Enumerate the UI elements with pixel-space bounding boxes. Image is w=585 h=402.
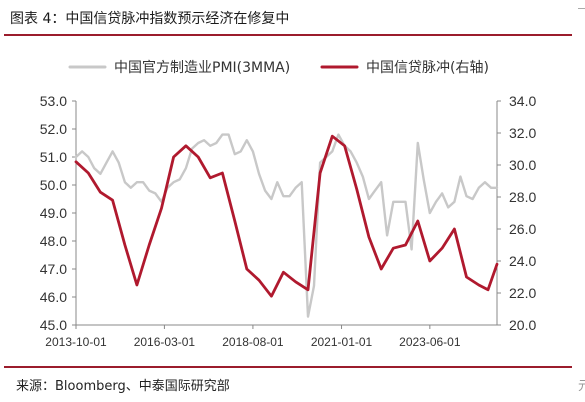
x-tick-label: 2016-03-01 xyxy=(134,335,196,349)
y-left-tick-label: 48.0 xyxy=(40,233,67,249)
y-left-tick-label: 46.0 xyxy=(40,289,67,305)
legend-label-pmi: 中国官方制造业PMI(3MMA) xyxy=(114,60,290,76)
y-right-tick-label: 28.0 xyxy=(509,189,536,205)
source-note: 来源：Bloomberg、中泰国际研究部 xyxy=(16,379,230,394)
chart-series xyxy=(74,133,499,318)
series-line-credit-impulse xyxy=(74,134,499,298)
y-right-tick-label: 26.0 xyxy=(509,221,536,237)
y-right-tick-label: 32.0 xyxy=(509,125,536,141)
y-right-tick-label: 30.0 xyxy=(509,157,536,173)
y-left-tick-label: 49.0 xyxy=(40,205,67,221)
y-right-tick-label: 24.0 xyxy=(509,253,536,269)
x-tick-label: 2021-01-01 xyxy=(311,335,373,349)
chart-legend: 中国官方制造业PMI(3MMA) 中国信贷脉冲(右轴) xyxy=(68,60,489,76)
y-right-tick-label: 34.0 xyxy=(509,93,536,109)
x-tick-label: 2023-06-01 xyxy=(399,335,461,349)
y-right-tick-label: 20.0 xyxy=(509,317,536,333)
x-tick-label: 2018-08-01 xyxy=(222,335,284,349)
y-left-tick-label: 51.0 xyxy=(40,149,67,165)
source-rule xyxy=(4,366,572,368)
y-left-tick-label: 45.0 xyxy=(40,317,67,333)
series-line-pmi xyxy=(74,133,499,318)
y-left-tick-label: 50.0 xyxy=(40,177,67,193)
y-left-tick-label: 53.0 xyxy=(40,93,67,109)
y-left-tick-label: 47.0 xyxy=(40,261,67,277)
figure-title: 图表 4：中国信贷脉冲指数预示经济在修复中 xyxy=(10,11,290,27)
edge-mark-top xyxy=(578,8,585,9)
y-left-tick-label: 52.0 xyxy=(40,121,67,137)
title-rule xyxy=(4,34,572,36)
x-tick-label: 2013-10-01 xyxy=(45,335,107,349)
legend-label-credit: 中国信贷脉冲(右轴) xyxy=(366,60,489,76)
chart-axes: 45.0 46.0 47.0 48.0 49.0 50.0 51.0 52.0 53.0 20.0… xyxy=(40,93,537,349)
y-right-tick-label: 22.0 xyxy=(509,285,536,301)
edge-glyph: 元 xyxy=(578,379,585,394)
